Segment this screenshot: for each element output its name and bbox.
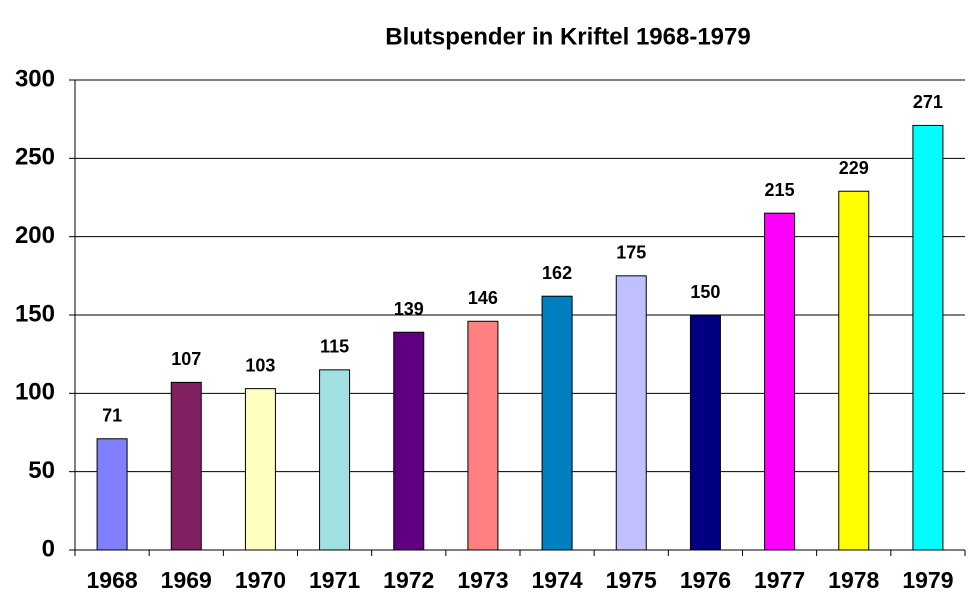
y-tick-label: 50	[28, 457, 55, 484]
y-tick-label: 0	[42, 535, 55, 562]
x-tick-label: 1971	[309, 567, 360, 593]
bar	[170, 381, 202, 551]
data-label: 115	[320, 337, 349, 357]
x-tick-label: 1974	[531, 567, 582, 593]
data-label: 146	[468, 288, 498, 308]
bar	[912, 124, 944, 551]
bar	[96, 438, 128, 551]
bar	[244, 388, 276, 551]
bar	[764, 212, 796, 551]
x-tick-label: 1976	[680, 567, 731, 593]
y-tick-label: 200	[15, 222, 55, 249]
data-label: 139	[394, 299, 424, 319]
x-tick-label: 1973	[457, 567, 508, 593]
data-label: 162	[542, 263, 572, 283]
x-tick-label: 1978	[828, 567, 879, 593]
x-tick-label: 1972	[383, 567, 434, 593]
y-tick-label: 150	[15, 300, 55, 327]
y-tick-label: 100	[15, 379, 55, 406]
x-tick-label: 1979	[902, 567, 953, 593]
x-tick-label: 1970	[235, 567, 286, 593]
chart-title: Blutspender in Kriftel 1968-1979	[385, 23, 750, 50]
data-label: 103	[245, 355, 275, 375]
x-tick-label: 1975	[606, 567, 657, 593]
bar	[838, 190, 870, 551]
data-label: 215	[765, 180, 795, 200]
bar	[615, 275, 647, 551]
bar	[541, 295, 573, 551]
bar	[467, 320, 499, 551]
data-label: 71	[102, 406, 122, 426]
data-label: 271	[913, 92, 943, 112]
y-tick-label: 300	[15, 65, 55, 92]
x-tick-label: 1968	[86, 567, 137, 593]
y-tick-label: 250	[15, 144, 55, 171]
data-label: 175	[616, 243, 646, 263]
bar	[393, 331, 425, 551]
data-label: 229	[839, 158, 869, 178]
data-label: 107	[171, 349, 201, 369]
bar	[319, 369, 351, 551]
x-tick-label: 1977	[754, 567, 805, 593]
data-label: 150	[690, 282, 720, 302]
x-tick-label: 1969	[161, 567, 212, 593]
bar	[689, 314, 721, 551]
